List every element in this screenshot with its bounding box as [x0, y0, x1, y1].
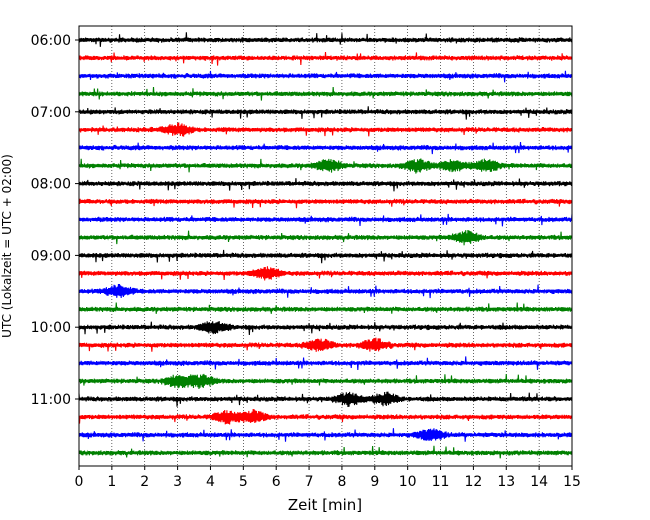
trace-0730 [78, 142, 573, 155]
x-tick-label-1: 1 [107, 474, 116, 490]
trace-1015 [78, 337, 573, 352]
trace-0915 [78, 266, 573, 281]
trace-0830 [78, 213, 573, 227]
trace-0800 [78, 178, 573, 192]
trace-1030 [78, 356, 573, 370]
x-tick-label-0: 0 [75, 474, 84, 490]
x-tick-label-2: 2 [140, 474, 149, 490]
trace-0700 [78, 106, 573, 120]
x-tick-label-10: 10 [399, 474, 417, 490]
trace-0615 [78, 51, 573, 66]
trace-0900 [78, 249, 573, 264]
y-tick-label-1: 07:00 [31, 105, 71, 121]
trace-0630 [78, 70, 573, 83]
trace-0815 [78, 198, 573, 209]
trace-0715 [78, 122, 573, 137]
seismic-traces [78, 32, 573, 459]
trace-0845 [78, 229, 573, 246]
trace-0930 [78, 283, 573, 299]
x-tick-label-3: 3 [173, 474, 182, 490]
x-axis-label: Zeit [min] [288, 496, 362, 514]
trace-1130 [78, 428, 573, 442]
x-tick-label-9: 9 [370, 474, 379, 490]
x-tick-label-8: 8 [337, 474, 346, 490]
x-tick-label-15: 15 [563, 474, 581, 490]
trace-1045 [78, 373, 573, 389]
x-tick-label-14: 14 [530, 474, 548, 490]
y-tick-label-0: 06:00 [31, 33, 71, 49]
x-tick-label-6: 6 [272, 474, 281, 490]
trace-1115 [78, 408, 573, 425]
trace-1000 [78, 321, 573, 336]
x-tick-label-4: 4 [206, 474, 215, 490]
trace-0645 [78, 86, 573, 101]
trace-0945 [78, 302, 573, 314]
x-axis-ticks: 0 1 2 3 4 5 6 7 8 9 10 11 12 13 14 15 [75, 466, 581, 490]
y-tick-label-2: 08:00 [31, 177, 71, 193]
trace-1145 [78, 445, 573, 459]
y-axis-ticks: 06:00 07:00 08:00 09:00 10:00 11:00 [31, 33, 79, 408]
y-tick-label-4: 10:00 [31, 320, 71, 336]
y-axis-label: UTC (Lokalzeit = UTC + 02:00) [0, 154, 14, 338]
y-tick-label-5: 11:00 [31, 392, 71, 408]
x-tick-label-5: 5 [239, 474, 248, 490]
plot-frame [78, 25, 573, 467]
x-tick-label-11: 11 [432, 474, 450, 490]
x-tick-label-12: 12 [464, 474, 482, 490]
trace-1100 [78, 391, 573, 407]
x-tick-label-13: 13 [497, 474, 515, 490]
trace-0600 [78, 32, 573, 47]
trace-0745 [78, 158, 573, 174]
x-gridlines [111, 26, 540, 466]
y-tick-label-3: 09:00 [31, 248, 71, 264]
x-tick-label-7: 7 [305, 474, 314, 490]
